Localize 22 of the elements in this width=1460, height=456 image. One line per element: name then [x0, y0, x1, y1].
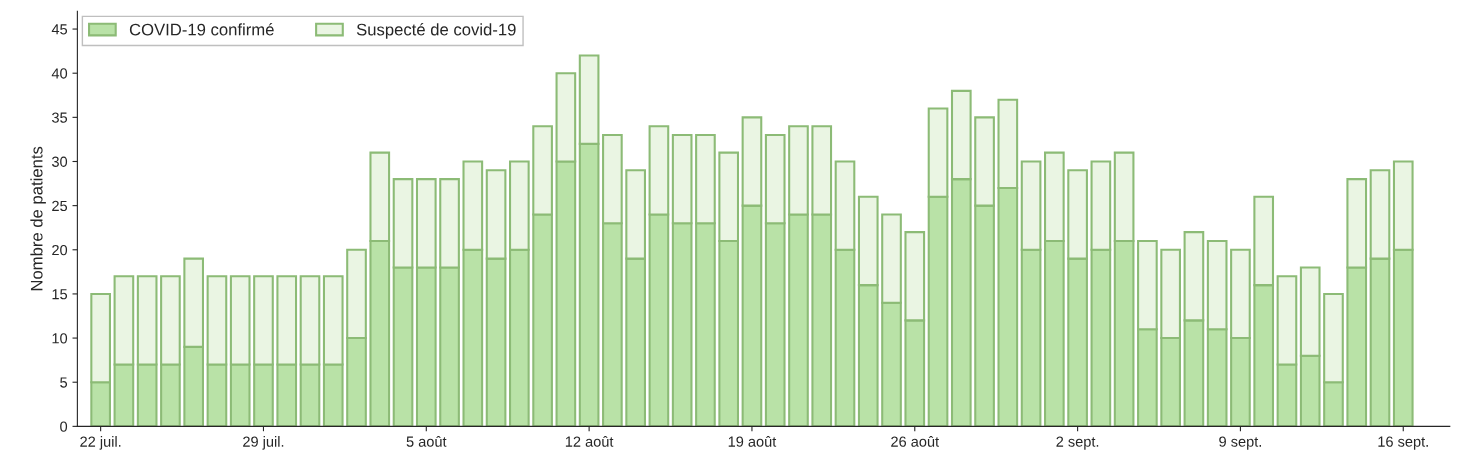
x-tick-label: 19 août: [728, 436, 777, 447]
y-tick-label: 5: [60, 377, 68, 388]
x-tick-label: 5 août: [406, 436, 447, 447]
x-tick-label: 16 sept.: [1378, 436, 1428, 450]
legend-label: COVID-19 confirmé: [129, 23, 274, 36]
x-tick-label: 22 juil.: [80, 436, 121, 450]
y-tick-label: 35: [51, 112, 68, 123]
y-tick-label: 0: [60, 421, 68, 432]
x-tick-label: 9 sept.: [1219, 436, 1261, 450]
y-axis-title: Nombre de patients: [30, 146, 46, 291]
y-tick-label: 25: [52, 200, 68, 212]
x-tick-label: 12 août: [565, 436, 614, 447]
y-tick-label: 40: [51, 68, 68, 79]
y-tick-label: 30: [51, 156, 68, 167]
y-tick-label: 15: [52, 289, 68, 300]
y-tick-label: 45: [51, 24, 68, 35]
x-tick-label: 26 août: [891, 436, 939, 447]
x-tick-label: 2 sept.: [1056, 436, 1099, 450]
y-tick-label: 10: [52, 333, 68, 344]
x-tick-label: 29 juil.: [243, 436, 284, 450]
legend-label: Suspecté de covid-19: [356, 23, 516, 39]
y-tick-label: 20: [52, 244, 68, 256]
